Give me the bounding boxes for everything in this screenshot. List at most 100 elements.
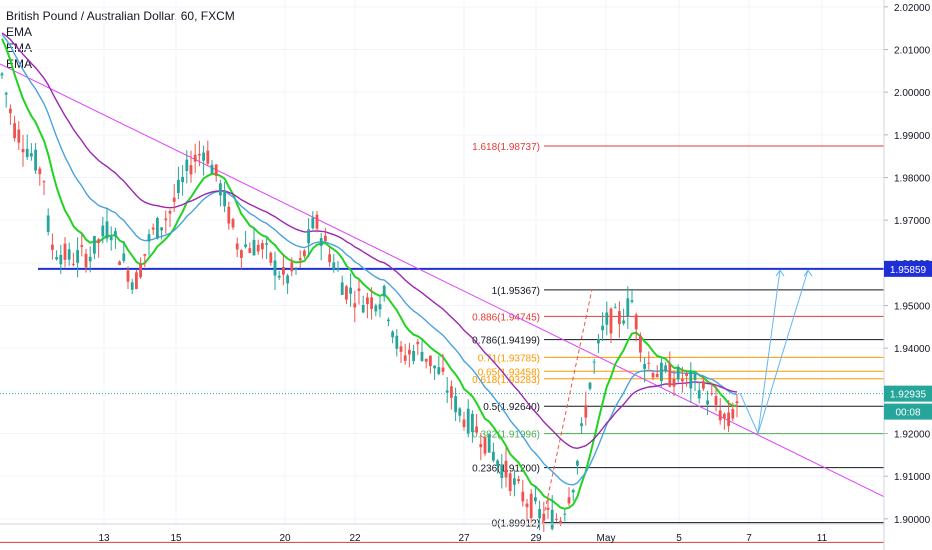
candle-body: [513, 478, 516, 485]
candle-body: [592, 361, 596, 363]
candle-body: [282, 266, 285, 275]
candle-body: [248, 248, 252, 253]
fib-level-label: 0.618(1.93283): [472, 375, 540, 386]
candle-body: [193, 154, 197, 162]
candle-body: [605, 312, 609, 325]
candle-body: [571, 489, 575, 493]
arrow-head-icon: [775, 269, 785, 277]
candle-body: [542, 513, 546, 521]
price-badge-label: 00:08: [895, 408, 920, 419]
candle-body: [370, 297, 373, 309]
candle-body: [101, 225, 105, 237]
candle-body: [735, 401, 739, 404]
fib-base-line: [541, 289, 593, 525]
candle-body: [97, 239, 100, 243]
candle-body: [353, 303, 357, 308]
candle-body: [72, 263, 75, 265]
price-badge-label: 1.95859: [890, 265, 927, 276]
x-tick-label: 7: [746, 533, 752, 544]
candle-body: [143, 254, 147, 256]
candle-body: [185, 159, 189, 172]
candle-body: [378, 304, 382, 310]
candle-body: [420, 351, 424, 361]
candle-body: [88, 256, 92, 262]
candle-body: [458, 408, 462, 416]
candle-body: [416, 341, 420, 345]
candle-body: [21, 148, 25, 153]
y-tick-label: 1.90000: [894, 515, 931, 526]
candle-body: [647, 362, 651, 364]
indicator-ema-1[interactable]: EMA: [6, 25, 33, 39]
candle-body: [613, 307, 617, 309]
candle-body: [223, 190, 226, 207]
candle-body: [500, 464, 504, 479]
y-tick-label: 1.99000: [894, 131, 931, 142]
candle-body: [639, 335, 642, 353]
y-tick-label: 1.95000: [894, 302, 931, 313]
candle-body: [332, 262, 336, 270]
candle-body: [391, 331, 394, 338]
candle-body: [46, 215, 50, 232]
candle-body: [710, 393, 714, 395]
candle-body: [80, 245, 84, 247]
candle-body: [181, 176, 184, 183]
candle-body: [559, 520, 562, 524]
candle-body: [340, 282, 344, 295]
candle-body: [168, 210, 172, 214]
candle-body: [601, 325, 604, 331]
candle-body: [202, 152, 205, 161]
y-tick-label: 1.91000: [894, 472, 931, 483]
candle-body: [59, 254, 63, 265]
candle-body: [55, 257, 58, 260]
candle-body: [93, 236, 96, 254]
price-badge: [884, 260, 932, 277]
candle-body: [403, 355, 407, 361]
candle-body: [525, 503, 529, 508]
candle-body: [34, 149, 37, 171]
candle-body: [718, 410, 722, 421]
candle-body: [345, 286, 348, 300]
chart-title: British Pound / Australian Dollar, 60, F…: [6, 9, 235, 23]
x-tick-label: 13: [98, 533, 110, 544]
candle-body: [681, 378, 684, 382]
candle-body: [30, 153, 33, 157]
candle-body: [441, 367, 445, 372]
projection-path-2: [757, 269, 809, 434]
candle-body: [529, 493, 533, 518]
candle-body: [412, 350, 415, 361]
candle-body: [126, 270, 130, 282]
candle-body: [634, 314, 638, 330]
candle-body: [139, 263, 142, 278]
candle-body: [424, 358, 428, 362]
trendline-main: [0, 63, 885, 498]
price-badge: [884, 385, 932, 402]
candle-body: [475, 426, 478, 433]
candle-body: [408, 349, 411, 355]
candle-body: [135, 272, 138, 290]
candle-body: [714, 396, 718, 406]
candle-body: [588, 382, 592, 389]
candle-body: [382, 285, 386, 297]
candle-body: [151, 227, 155, 230]
candle-body: [429, 355, 432, 367]
fib-level-label: 0.5(1.92640): [483, 402, 540, 413]
y-tick-label: 1.92000: [894, 430, 931, 441]
y-tick-label: 1.98000: [894, 174, 931, 185]
candle-body: [4, 92, 8, 95]
candle-body: [727, 412, 730, 426]
candle-body: [567, 497, 571, 504]
candle-body: [689, 371, 693, 389]
candle-body: [437, 367, 441, 375]
candle-body: [290, 262, 294, 272]
candle-body: [240, 250, 243, 258]
y-tick-label: 1.97000: [894, 216, 931, 227]
candle-body: [130, 282, 134, 290]
price-badge: [884, 403, 932, 420]
x-tick-label: 22: [349, 533, 361, 544]
candle-body: [361, 304, 365, 313]
candle-body: [63, 243, 67, 260]
candle-body: [454, 396, 457, 413]
candle-body: [433, 365, 436, 369]
candle-body: [584, 405, 588, 418]
